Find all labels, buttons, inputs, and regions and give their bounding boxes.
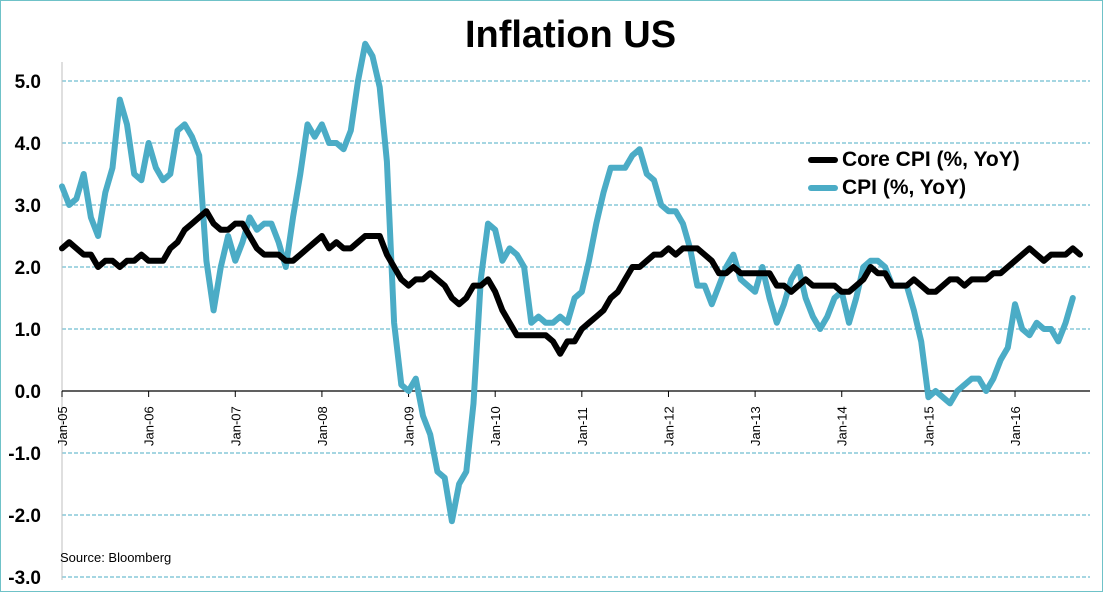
y-tick-label: -1.0	[8, 444, 41, 465]
x-tick-label: Jan-13	[748, 406, 763, 446]
y-axis-ticks: 5.0 4.0 3.0 2.0 1.0 0.0 -1.0 -2.0 -3.0	[8, 72, 41, 589]
series-line-core-cpi	[59, 208, 1083, 357]
legend-label-core-cpi: Core CPI (%, YoY)	[842, 148, 1020, 171]
x-tick-label: Jan-06	[142, 406, 157, 446]
series-lines	[59, 40, 1083, 525]
y-tick-label: -2.0	[8, 506, 41, 527]
y-tick-label: 5.0	[15, 72, 41, 93]
x-axis	[61, 62, 1090, 580]
x-tick-label: Jan-05	[55, 406, 70, 446]
legend-swatch-core-cpi	[808, 157, 838, 163]
x-tick-label: Jan-16	[1008, 406, 1023, 446]
y-tick-label: -3.0	[8, 568, 41, 589]
x-tick-label: Jan-08	[315, 406, 330, 446]
x-tick-label: Jan-15	[921, 406, 936, 446]
legend: Core CPI (%, YoY) CPI (%, YoY)	[808, 146, 1020, 202]
x-tick-label: Jan-11	[575, 407, 590, 446]
y-tick-label: 3.0	[15, 196, 41, 217]
x-tick-label: Jan-09	[402, 406, 417, 446]
legend-item-core-cpi: Core CPI (%, YoY)	[808, 146, 1020, 174]
x-tick-label: Jan-07	[228, 406, 243, 446]
y-tick-label: 4.0	[15, 134, 41, 155]
chart-title: Inflation US	[464, 14, 677, 56]
y-tick-label: 1.0	[15, 320, 41, 341]
gridlines	[62, 80, 1090, 578]
legend-swatch-cpi	[808, 185, 838, 191]
source-note: Source: Bloomberg	[60, 550, 172, 565]
legend-item-cpi: CPI (%, YoY)	[808, 174, 1020, 202]
legend-label-cpi: CPI (%, YoY)	[842, 176, 967, 199]
y-tick-label: 0.0	[15, 382, 41, 403]
y-tick-label: 2.0	[15, 258, 41, 279]
x-tick-label: Jan-14	[835, 406, 850, 446]
x-tick-label: Jan-12	[661, 406, 676, 446]
x-axis-ticks: Jan-05 Jan-06 Jan-07 Jan-08 Jan-09 Jan-10 Jan-…	[55, 391, 1023, 446]
x-tick-label: Jan-10	[488, 406, 503, 446]
